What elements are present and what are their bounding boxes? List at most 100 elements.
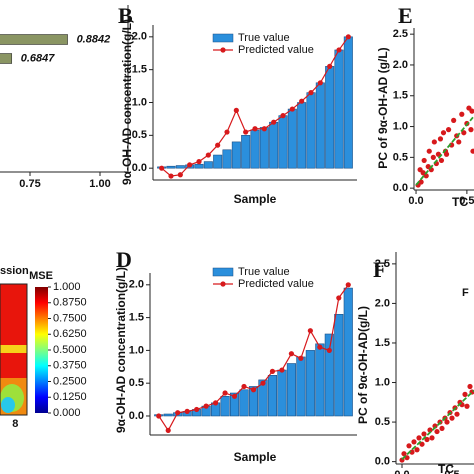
point <box>439 425 445 432</box>
point <box>444 419 450 425</box>
colorbar-tick-label: 0.000 <box>53 407 81 419</box>
point <box>260 380 266 386</box>
point <box>212 400 219 406</box>
point <box>307 328 313 334</box>
point <box>345 282 351 288</box>
x-tick-label: 0.5 <box>459 195 474 207</box>
point <box>464 403 470 409</box>
bar <box>229 392 240 417</box>
x-axis-title: TC <box>438 462 454 474</box>
point <box>416 435 422 441</box>
legend-label: Predicted value <box>238 278 314 290</box>
point <box>271 119 277 125</box>
bar <box>343 36 353 169</box>
bar <box>315 82 325 169</box>
y-tick-label: 1.5 <box>393 90 408 102</box>
value-label: 0.8842 <box>77 33 111 45</box>
y-tick-label: 1.0 <box>375 376 390 388</box>
y-tick-label: 0.0 <box>393 182 408 194</box>
point <box>261 126 267 132</box>
point <box>288 351 295 357</box>
point <box>252 126 258 132</box>
y-tick-label: 2.0 <box>375 297 390 309</box>
point <box>409 449 415 455</box>
colorbar <box>35 287 48 413</box>
y-tick-label: 2.0 <box>393 59 408 71</box>
bar <box>241 135 251 169</box>
bar <box>0 53 13 64</box>
y-tick-label: 1.0 <box>132 96 147 108</box>
point <box>437 136 444 142</box>
x-tick-label: 0.75 <box>19 178 40 190</box>
point <box>440 130 447 136</box>
point <box>461 130 467 136</box>
point <box>231 393 238 399</box>
point <box>177 172 183 178</box>
point <box>421 431 427 437</box>
legend-label: True value <box>238 32 290 44</box>
point <box>250 387 257 393</box>
bar <box>250 129 260 169</box>
bar <box>203 161 213 169</box>
point <box>430 154 436 160</box>
point <box>421 157 427 164</box>
y-tick-label: 1.0 <box>393 120 408 132</box>
y-tick-label: 0.5 <box>132 129 147 141</box>
bar <box>315 343 325 417</box>
point <box>317 80 323 86</box>
point <box>233 107 239 113</box>
y-tick-label: 2.0 <box>132 31 147 43</box>
x-tick-label: 0.0 <box>408 195 423 207</box>
y-tick-label: 1.5 <box>129 312 144 324</box>
bar <box>287 108 297 169</box>
point <box>467 383 473 390</box>
point <box>326 347 332 353</box>
point <box>175 410 181 416</box>
y-tick-label: 2.5 <box>375 258 390 270</box>
point <box>184 408 190 414</box>
point <box>411 439 417 445</box>
point <box>196 159 202 165</box>
point <box>462 391 468 397</box>
point <box>336 47 342 53</box>
point <box>317 344 323 350</box>
point <box>289 106 295 112</box>
colorbar-tick-label: 0.2500 <box>53 375 87 387</box>
bar <box>213 154 223 169</box>
annotation: F <box>462 287 469 299</box>
point <box>443 151 450 157</box>
legend-swatch <box>212 33 234 43</box>
bar <box>325 66 335 169</box>
point <box>159 165 165 171</box>
y-tick-label: 2.0 <box>129 279 144 291</box>
point <box>401 451 407 457</box>
point <box>454 411 460 417</box>
point <box>456 139 462 145</box>
bar <box>269 121 279 169</box>
y-tick-label: 0.0 <box>132 162 147 174</box>
heatmap-title: ssion <box>0 265 29 277</box>
point <box>205 152 211 158</box>
y-tick-label: 2.5 <box>393 28 408 40</box>
y-axis-title: 9α-OH-AD concentration(g/L) <box>114 267 128 433</box>
y-axis-title: PC of 9α-OH-AD (g/L) <box>376 47 390 168</box>
point <box>406 443 412 449</box>
y-tick-label: 0.5 <box>129 377 144 389</box>
point <box>418 179 424 185</box>
point <box>468 127 474 133</box>
bar <box>258 379 268 417</box>
point <box>299 98 305 104</box>
point <box>449 415 455 421</box>
point <box>168 173 174 179</box>
bar <box>334 314 344 417</box>
y-axis-title: 9α-OH-AD concentration(g/L) <box>120 19 134 185</box>
point <box>451 117 457 123</box>
bar <box>175 165 185 169</box>
colorbar-tick-label: 0.1250 <box>53 391 87 403</box>
point <box>241 383 247 390</box>
bar <box>324 333 334 417</box>
point <box>215 142 221 148</box>
y-tick-label: 1.5 <box>375 337 390 349</box>
point <box>469 108 474 114</box>
bar <box>259 127 269 169</box>
